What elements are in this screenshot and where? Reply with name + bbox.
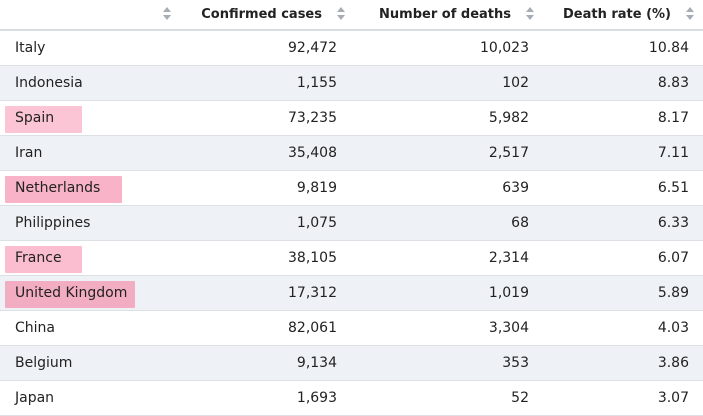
table-row: Italy 92,472 10,023 10.84: [0, 31, 703, 66]
country-highlight: [5, 175, 122, 203]
cell-confirmed-cases: 1,155: [296, 75, 337, 91]
cell-number-of-deaths: 353: [502, 355, 529, 371]
cell-death-rate: 3.86: [657, 355, 689, 371]
country-name: Indonesia: [15, 75, 83, 91]
header-number-of-deaths[interactable]: Number of deaths: [354, 0, 543, 30]
table-row: Iran 35,408 2,517 7.11: [0, 136, 703, 171]
cell-country: Spain: [0, 101, 180, 136]
cell-number-of-deaths: 2,517: [488, 145, 529, 161]
sort-icon[interactable]: [337, 7, 345, 21]
cell-country: Netherlands: [0, 171, 180, 206]
country-highlight: [5, 245, 82, 273]
country-highlight: [5, 105, 82, 133]
cell-number-of-deaths: 1,019: [488, 285, 529, 301]
country-name: Italy: [15, 40, 46, 56]
cell-number-of-deaths: 52: [511, 390, 529, 406]
cell-death-rate: 7.11: [657, 145, 689, 161]
cell-confirmed-cases: 73,235: [288, 110, 337, 126]
country-name: Belgium: [15, 355, 73, 371]
cell-confirmed-cases: 35,408: [288, 145, 337, 161]
header-confirmed-cases[interactable]: Confirmed cases: [180, 0, 354, 30]
country-name: Spain: [15, 110, 55, 126]
cell-number-of-deaths: 3,304: [488, 320, 529, 336]
cell-country: China: [0, 311, 180, 346]
cell-death-rate: 4.03: [657, 320, 689, 336]
cell-death-rate: 8.17: [657, 110, 689, 126]
cell-death-rate: 10.84: [648, 40, 689, 56]
cell-death-rate: 6.33: [657, 215, 689, 231]
cell-death-rate: 5.89: [657, 285, 689, 301]
table-row: France 38,105 2,314 6.07: [0, 241, 703, 276]
table-row: Spain 73,235 5,982 8.17: [0, 101, 703, 136]
cell-confirmed-cases: 17,312: [288, 285, 337, 301]
table-row: Japan 1,693 52 3.07: [0, 381, 703, 416]
cell-number-of-deaths: 639: [502, 180, 529, 196]
country-name: Japan: [15, 390, 55, 406]
table-body: Italy 92,472 10,023 10.84 Indonesia 1,155 102 8…: [0, 31, 703, 416]
cell-country: Indonesia: [0, 66, 180, 101]
cell-confirmed-cases: 9,134: [296, 355, 337, 371]
cell-country: United Kingdom: [0, 276, 180, 311]
cell-number-of-deaths: 2,314: [488, 250, 529, 266]
cell-death-rate: 6.51: [657, 180, 689, 196]
cell-confirmed-cases: 38,105: [288, 250, 337, 266]
table-row: Philippines 1,075 68 6.33: [0, 206, 703, 241]
sort-icon[interactable]: [526, 7, 534, 21]
cell-confirmed-cases: 1,693: [296, 390, 337, 406]
sort-icon[interactable]: [163, 7, 171, 21]
country-name: United Kingdom: [15, 285, 128, 301]
sort-icon[interactable]: [686, 7, 694, 21]
cell-confirmed-cases: 92,472: [288, 40, 337, 56]
country-name: France: [15, 250, 62, 266]
cell-death-rate: 6.07: [657, 250, 689, 266]
table-row: China 82,061 3,304 4.03: [0, 311, 703, 346]
header-death-rate[interactable]: Death rate (%): [543, 0, 703, 30]
cell-death-rate: 3.07: [657, 390, 689, 406]
table-row: United Kingdom 17,312 1,019 5.89: [0, 276, 703, 311]
cell-number-of-deaths: 5,982: [488, 110, 529, 126]
cell-country: Belgium: [0, 346, 180, 381]
table-row: Belgium 9,134 353 3.86: [0, 346, 703, 381]
header-death-rate-label: Death rate (%): [562, 7, 671, 22]
table-row: Netherlands 9,819 639 6.51: [0, 171, 703, 206]
cell-country: Japan: [0, 381, 180, 416]
header-country[interactable]: [0, 0, 180, 30]
header-number-of-deaths-label: Number of deaths: [379, 7, 511, 22]
table-row: Indonesia 1,155 102 8.83: [0, 66, 703, 101]
cell-country: Philippines: [0, 206, 180, 241]
cell-number-of-deaths: 68: [511, 215, 529, 231]
cell-country: Italy: [0, 31, 180, 66]
cell-confirmed-cases: 82,061: [288, 320, 337, 336]
country-name: China: [15, 320, 55, 336]
header-confirmed-cases-label: Confirmed cases: [201, 7, 322, 22]
cell-number-of-deaths: 10,023: [480, 40, 529, 56]
cell-confirmed-cases: 9,819: [296, 180, 337, 196]
country-name: Philippines: [15, 215, 91, 231]
cell-confirmed-cases: 1,075: [296, 215, 337, 231]
table-header: Confirmed cases Number of deaths Death r…: [0, 0, 703, 31]
country-name: Netherlands: [15, 180, 101, 196]
cell-number-of-deaths: 102: [502, 75, 529, 91]
cell-country: France: [0, 241, 180, 276]
country-name: Iran: [15, 145, 43, 161]
cell-death-rate: 8.83: [657, 75, 689, 91]
cell-country: Iran: [0, 136, 180, 171]
country-highlight: [5, 280, 135, 308]
